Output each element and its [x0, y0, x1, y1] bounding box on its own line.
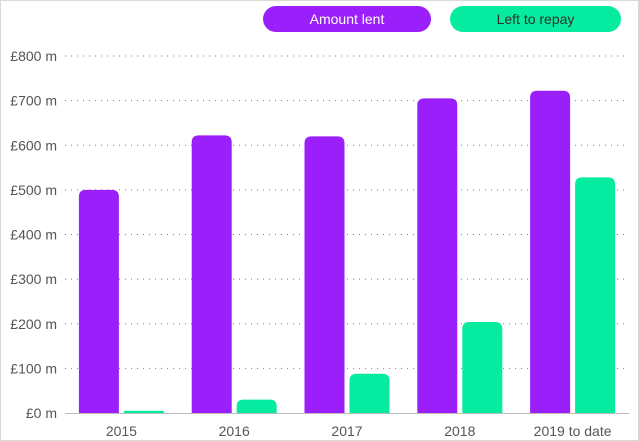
bar-left-to-repay-3 [462, 321, 503, 413]
x-tick-label: 2017 [331, 423, 362, 439]
y-tick-label: £700 m [10, 93, 57, 109]
bar-left-to-repay-4 [575, 177, 616, 413]
y-tick-label: £100 m [10, 360, 57, 376]
bar-left-to-repay-1 [236, 399, 277, 413]
y-tick-label: £300 m [10, 271, 57, 287]
legend-amount-lent-label: Amount lent [309, 11, 385, 27]
bar-amount-lent-1 [191, 135, 232, 413]
bar-amount-lent-3 [417, 98, 458, 414]
bar-amount-lent-4 [530, 90, 571, 414]
y-tick-label: £800 m [10, 48, 57, 64]
x-tick-label: 2018 [444, 423, 475, 439]
y-tick-label: £500 m [10, 182, 57, 198]
bar-left-to-repay-2 [349, 373, 390, 413]
legend-left-to-repay[interactable]: Left to repay [450, 6, 621, 32]
y-tick-label: £200 m [10, 316, 57, 332]
x-tick-label: 2016 [219, 423, 250, 439]
bar-left-to-repay-0 [123, 410, 164, 413]
x-tick-label: 2015 [106, 423, 137, 439]
y-tick-label: £600 m [10, 137, 57, 153]
y-tick-label: £400 m [10, 227, 57, 243]
y-tick-label: £0 m [26, 405, 57, 421]
bar-amount-lent-0 [78, 189, 119, 413]
x-tick-label: 2019 to date [534, 423, 612, 439]
legend-amount-lent[interactable]: Amount lent [263, 6, 431, 32]
bar-amount-lent-2 [304, 136, 345, 413]
legend-left-to-repay-label: Left to repay [496, 11, 575, 27]
